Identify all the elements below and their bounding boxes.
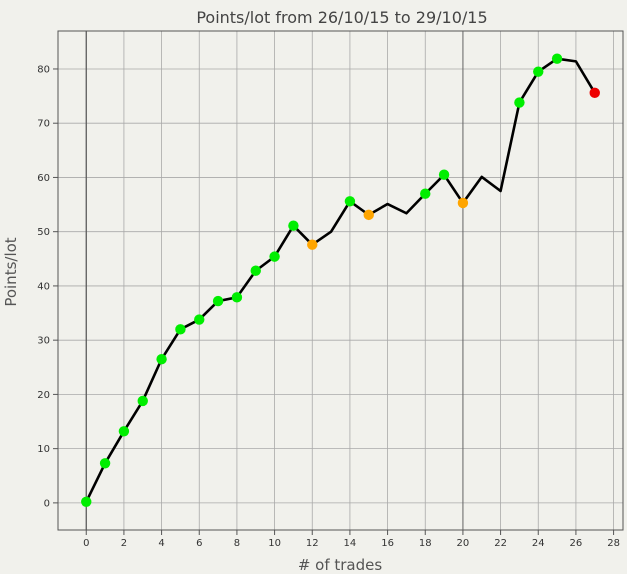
markers: [81, 53, 600, 507]
x-tick-label: 24: [532, 538, 545, 549]
data-point-green: [175, 324, 186, 335]
data-point-green: [344, 196, 356, 207]
x-tick-label: 28: [607, 538, 620, 549]
data-point-green: [269, 251, 280, 262]
y-tick-label: 10: [37, 444, 50, 455]
y-tick-label: 60: [37, 173, 50, 184]
y-tick-label: 50: [37, 227, 50, 238]
x-tick-label: 22: [494, 538, 507, 549]
y-tick-label: 20: [37, 390, 50, 401]
data-point-orange: [363, 209, 374, 221]
plot-frame: [57, 30, 624, 531]
data-point-orange: [307, 239, 318, 250]
y-tick-label: 30: [37, 336, 50, 347]
series-line: [85, 57, 596, 503]
x-tick-label: 16: [381, 538, 394, 549]
x-tick-label: 14: [344, 538, 357, 549]
data-point-green: [231, 292, 243, 303]
x-tick-label: 12: [306, 538, 319, 549]
data-point-green: [81, 496, 92, 507]
data-point-green: [194, 314, 205, 325]
data-point-green: [514, 97, 525, 108]
x-tick-label: 26: [570, 538, 583, 549]
y-axis-label: Points/lot: [2, 237, 20, 306]
tick-labels: 0 2 4 6 8 10 12 14 16 18 20 22 24 26 28010203040506070…: [37, 64, 620, 549]
series: [85, 57, 596, 503]
axes: [57, 30, 624, 531]
data-point-green: [551, 53, 563, 64]
data-point-green: [99, 458, 111, 469]
data-point-green: [420, 188, 431, 199]
data-point-green: [533, 66, 544, 77]
x-tick-label: 2: [121, 538, 127, 549]
x-axis-label: # of trades: [298, 556, 383, 574]
x-tick-label: 6: [196, 538, 202, 549]
y-tick-label: 0: [44, 498, 50, 509]
data-point-green: [212, 295, 224, 307]
x-tick-label: 8: [234, 538, 240, 549]
y-tick-label: 80: [37, 64, 50, 75]
x-tick-label: 4: [158, 538, 164, 549]
data-point-green: [288, 220, 299, 231]
y-tick-label: 40: [37, 281, 50, 292]
data-point-green: [137, 395, 148, 407]
x-tick-label: 20: [457, 538, 470, 549]
x-tick-label: 10: [268, 538, 281, 549]
data-point-green: [156, 353, 167, 365]
data-point-red: [589, 87, 600, 99]
x-tick-label: 18: [419, 538, 432, 549]
x-tick-label: 0: [83, 538, 89, 549]
data-point-green: [118, 426, 130, 437]
y-tick-label: 70: [37, 119, 50, 130]
grid: [58, 31, 623, 530]
data-point-green: [250, 265, 261, 276]
data-point-orange: [457, 197, 469, 209]
data-point-green: [438, 169, 450, 180]
chart-title: Points/lot from 26/10/15 to 29/10/15: [196, 8, 487, 27]
